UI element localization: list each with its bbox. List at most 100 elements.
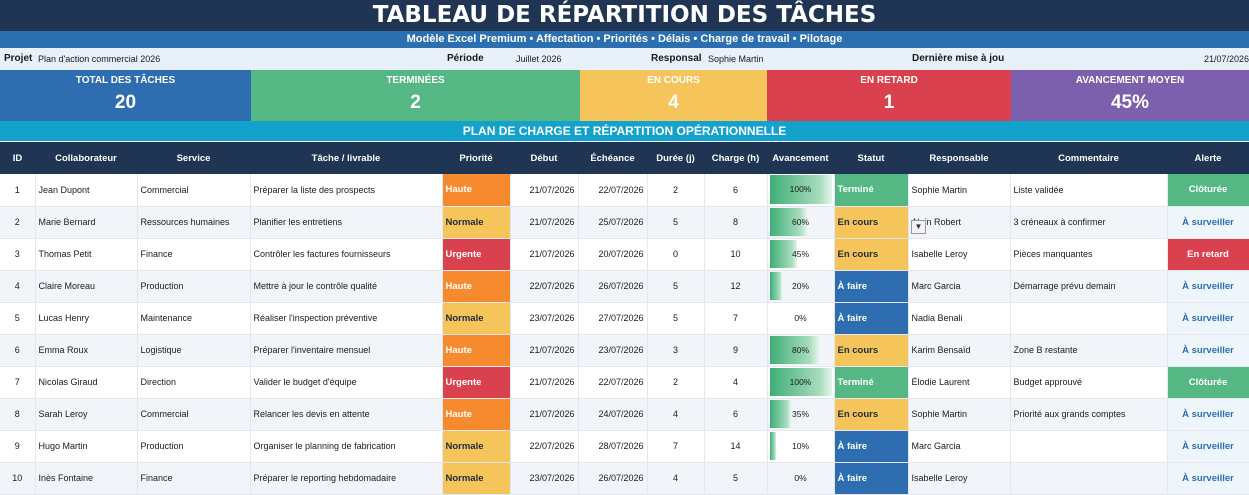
cell-priorite[interactable]: Normale xyxy=(442,302,511,335)
cell-commentaire[interactable]: Priorité aux grands comptes xyxy=(1010,398,1168,431)
table-row[interactable]: 3 Thomas Petit Finance Contrôler les factur… xyxy=(0,238,1249,271)
responsable-value[interactable]: Sophie Martin xyxy=(708,54,764,64)
cell-tache[interactable]: Valider le budget d'équipe xyxy=(250,366,443,399)
cell-alerte[interactable]: En retard xyxy=(1167,238,1249,271)
cell-priorite[interactable]: Haute xyxy=(442,270,511,303)
cell-commentaire[interactable] xyxy=(1010,302,1168,335)
cell-echeance[interactable]: 26/07/2026 xyxy=(578,462,648,495)
cell-id[interactable]: 8 xyxy=(0,398,36,431)
col-header-alerte[interactable]: Alerte xyxy=(1167,142,1249,174)
cell-commentaire[interactable]: Budget approuvé xyxy=(1010,366,1168,399)
cell-echeance[interactable]: 26/07/2026 xyxy=(578,270,648,303)
cell-avancement[interactable]: 60% xyxy=(767,206,835,239)
cell-id[interactable]: 3 xyxy=(0,238,36,271)
cell-duree[interactable]: 4 xyxy=(647,398,705,431)
table-row[interactable]: 2 Marie Bernard Ressources humaines Planifi… xyxy=(0,206,1249,239)
cell-collaborateur[interactable]: Thomas Petit xyxy=(35,238,138,271)
col-header-charge[interactable]: Charge (h) xyxy=(704,142,767,174)
projet-value[interactable]: Plan d'action commercial 2026 xyxy=(38,54,161,64)
cell-priorite[interactable]: Haute xyxy=(442,398,511,431)
cell-duree[interactable]: 0 xyxy=(647,238,705,271)
cell-responsable[interactable]: Isabelle Leroy xyxy=(908,238,1011,271)
cell-id[interactable]: 6 xyxy=(0,334,36,367)
cell-charge[interactable]: 8 xyxy=(704,206,768,239)
cell-charge[interactable]: 6 xyxy=(704,398,768,431)
col-header-echeance[interactable]: Échéance xyxy=(578,142,647,174)
col-header-priorite[interactable]: Priorité xyxy=(442,142,510,174)
cell-avancement[interactable]: 0% xyxy=(767,462,835,495)
cell-collaborateur[interactable]: Hugo Martin xyxy=(35,430,138,463)
chevron-down-icon[interactable]: ▼ xyxy=(911,220,926,234)
cell-collaborateur[interactable]: Marie Bernard xyxy=(35,206,138,239)
cell-commentaire[interactable]: 3 créneaux à confirmer xyxy=(1010,206,1168,239)
cell-id[interactable]: 9 xyxy=(0,430,36,463)
cell-commentaire[interactable]: Pièces manquantes xyxy=(1010,238,1168,271)
cell-responsable[interactable]: Nadia Benali xyxy=(908,302,1011,335)
cell-tache[interactable]: Planifier les entretiens xyxy=(250,206,443,239)
cell-charge[interactable]: 12 xyxy=(704,270,768,303)
cell-priorite[interactable]: Normale xyxy=(442,462,511,495)
col-header-avancement[interactable]: Avancement xyxy=(767,142,834,174)
cell-statut[interactable]: En cours xyxy=(834,334,909,367)
cell-avancement[interactable]: 45% xyxy=(767,238,835,271)
table-row[interactable]: 4 Claire Moreau Production Mettre à jour le… xyxy=(0,270,1249,303)
cell-responsable[interactable]: Marc Garcia xyxy=(908,430,1011,463)
cell-alerte[interactable]: À surveiller xyxy=(1167,462,1249,495)
cell-alerte[interactable]: À surveiller xyxy=(1167,270,1249,303)
cell-service[interactable]: Direction xyxy=(137,366,251,399)
cell-tache[interactable]: Préparer le reporting hebdomadaire xyxy=(250,462,443,495)
cell-charge[interactable]: 4 xyxy=(704,366,768,399)
periode-value[interactable]: Juillet 2026 xyxy=(516,54,562,64)
col-header-service[interactable]: Service xyxy=(137,142,250,174)
table-row[interactable]: 1 Jean Dupont Commercial Préparer la liste … xyxy=(0,174,1249,207)
cell-tache[interactable]: Contrôler les factures fournisseurs xyxy=(250,238,443,271)
cell-avancement[interactable]: 100% xyxy=(767,174,835,207)
cell-commentaire[interactable] xyxy=(1010,462,1168,495)
cell-statut[interactable]: Terminé xyxy=(834,174,909,207)
cell-id[interactable]: 4 xyxy=(0,270,36,303)
cell-priorite[interactable]: Haute xyxy=(442,174,511,207)
cell-duree[interactable]: 7 xyxy=(647,430,705,463)
cell-commentaire[interactable]: Zone B restante xyxy=(1010,334,1168,367)
cell-collaborateur[interactable]: Lucas Henry xyxy=(35,302,138,335)
cell-debut[interactable]: 22/07/2026 xyxy=(510,430,579,463)
cell-responsable[interactable]: Sophie Martin xyxy=(908,398,1011,431)
cell-collaborateur[interactable]: Nicolas Giraud xyxy=(35,366,138,399)
cell-tache[interactable]: Organiser le planning de fabrication xyxy=(250,430,443,463)
cell-debut[interactable]: 23/07/2026 xyxy=(510,302,579,335)
cell-echeance[interactable]: 22/07/2026 xyxy=(578,174,648,207)
col-header-id[interactable]: ID xyxy=(0,142,35,174)
cell-duree[interactable]: 5 xyxy=(647,302,705,335)
cell-tache[interactable]: Préparer la liste des prospects xyxy=(250,174,443,207)
cell-priorite[interactable]: Haute xyxy=(442,334,511,367)
cell-duree[interactable]: 3 xyxy=(647,334,705,367)
cell-id[interactable]: 2 xyxy=(0,206,36,239)
cell-avancement[interactable]: 20% xyxy=(767,270,835,303)
cell-echeance[interactable]: 22/07/2026 xyxy=(578,366,648,399)
maj-value[interactable]: 21/07/2026 xyxy=(1204,54,1249,64)
cell-collaborateur[interactable]: Jean Dupont xyxy=(35,174,138,207)
cell-echeance[interactable]: 27/07/2026 xyxy=(578,302,648,335)
cell-statut[interactable]: En cours xyxy=(834,398,909,431)
cell-statut[interactable]: À faire xyxy=(834,302,909,335)
cell-responsable[interactable]: Élodie Laurent xyxy=(908,366,1011,399)
cell-collaborateur[interactable]: Sarah Leroy xyxy=(35,398,138,431)
cell-responsable[interactable]: Isabelle Leroy xyxy=(908,462,1011,495)
table-row[interactable]: 6 Emma Roux Logistique Préparer l'inventair… xyxy=(0,334,1249,367)
cell-duree[interactable]: 5 xyxy=(647,270,705,303)
col-header-responsable[interactable]: Responsable xyxy=(908,142,1010,174)
cell-charge[interactable]: 10 xyxy=(704,238,768,271)
col-header-commentaire[interactable]: Commentaire xyxy=(1010,142,1167,174)
table-row[interactable]: 8 Sarah Leroy Commercial Relancer les devis… xyxy=(0,398,1249,431)
cell-tache[interactable]: Préparer l'inventaire mensuel xyxy=(250,334,443,367)
cell-echeance[interactable]: 23/07/2026 xyxy=(578,334,648,367)
cell-service[interactable]: Maintenance xyxy=(137,302,251,335)
cell-alerte[interactable]: À surveiller xyxy=(1167,334,1249,367)
cell-avancement[interactable]: 35% xyxy=(767,398,835,431)
cell-statut[interactable]: Terminé xyxy=(834,366,909,399)
cell-tache[interactable]: Relancer les devis en attente xyxy=(250,398,443,431)
cell-tache[interactable]: Réaliser l'inspection préventive xyxy=(250,302,443,335)
cell-avancement[interactable]: 80% xyxy=(767,334,835,367)
cell-statut[interactable]: En cours xyxy=(834,206,909,239)
cell-service[interactable]: Logistique xyxy=(137,334,251,367)
